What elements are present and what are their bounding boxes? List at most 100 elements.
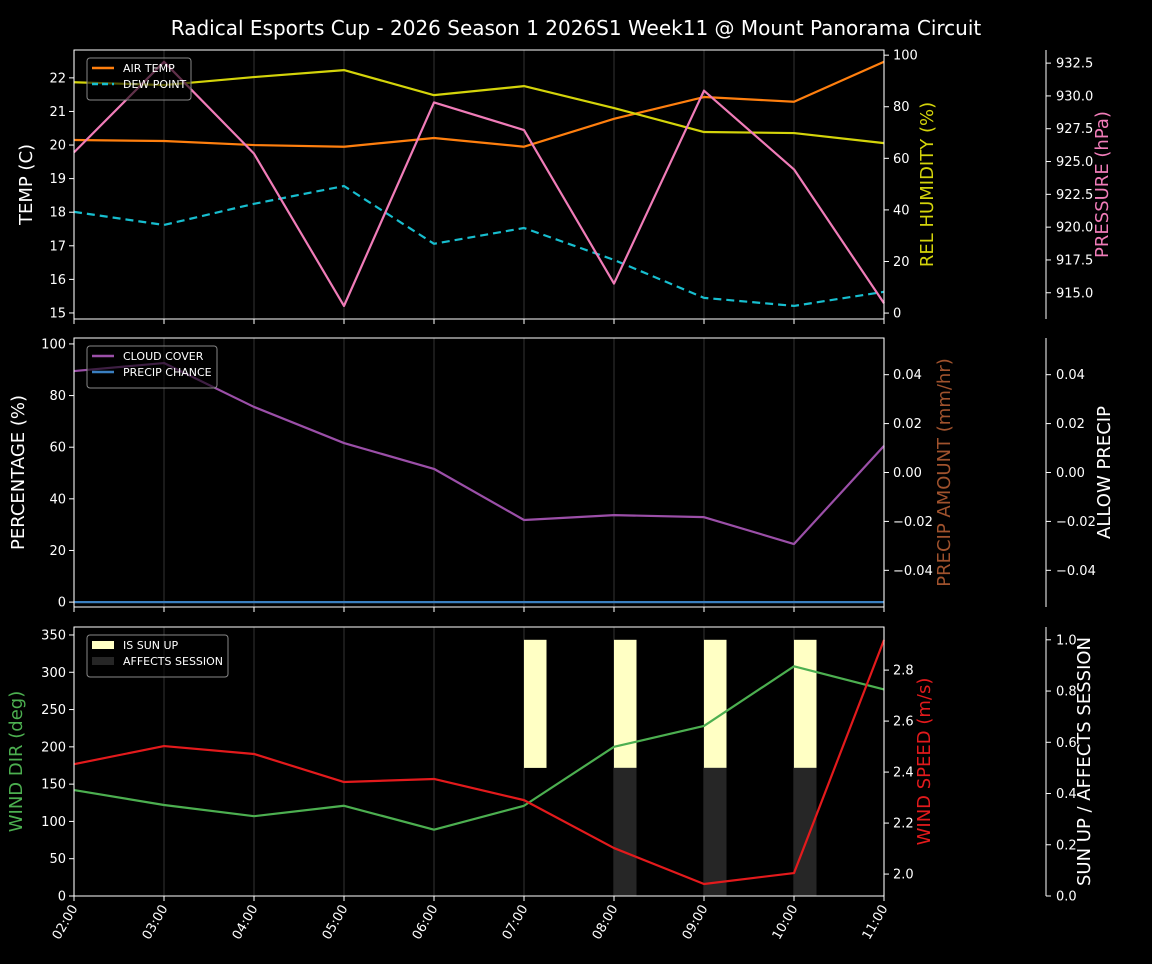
y-tick-label: 15 [49,306,66,321]
y-tick-label: 60 [49,441,66,456]
y-tick-label: 80 [49,389,66,404]
affects-session-bar [614,767,637,896]
y-right2-tick-label: 0.2 [1056,838,1077,853]
y-tick-label: 300 [41,666,66,681]
y-tick-label: 20 [49,139,66,154]
y-right-axis-label: WIND SPEED (m/s) [914,678,935,846]
y-right-axis-label: PRECIP AMOUNT (mm/hr) [934,358,955,587]
y-right-tick-label: 2.4 [893,766,914,781]
legend-label: PRECIP CHANCE [123,366,212,379]
legend-swatch [92,641,114,649]
y-tick-label: 18 [49,206,66,221]
y-right2-tick-label: 0.8 [1056,685,1077,700]
y-right-axis-label: REL HUMIDITY (%) [917,102,938,267]
y-tick-label: 17 [49,239,66,254]
series-line-wind-dir [73,665,885,831]
y-right-tick-label: 0 [893,307,901,322]
y-right-tick-label: 2.0 [893,868,914,883]
y-tick-label: 200 [41,740,66,755]
y-right-tick-label: 80 [893,100,910,115]
panel-3: 0 50 100 150 200 250 300 350 WIND DIR (deg) 2.0 2.… [6,626,1095,943]
affects-session-bar [794,767,817,896]
series-line-air-temp [73,60,885,148]
y-tick-label: 50 [49,852,66,867]
y-right2-axis-label: ALLOW PRECIP [1094,406,1115,539]
y-right2-tick-label: 932.5 [1056,57,1093,72]
legend: AIR TEMP DEW POINT [86,57,192,101]
y-tick-label: 16 [49,273,66,288]
y-right2-tick-label: −0.04 [1056,564,1096,579]
y-right2-axis-label: SUN UP / AFFECTS SESSION [1074,637,1095,886]
y-tick-label: 250 [41,703,66,718]
y-tick-label: 20 [49,544,66,559]
legend-label: IS SUN UP [123,639,179,652]
y-right2-tick-label: 0.00 [1056,466,1085,481]
y-right2-tick-label: 915.0 [1056,286,1093,301]
y-axis-label: PERCENTAGE (%) [8,395,29,550]
x-tick-label: 07:00 [500,903,532,943]
y-right-tick-label: 40 [893,203,910,218]
y-right2-tick-label: 920.0 [1056,221,1093,236]
y-right-tick-label: 100 [893,49,918,64]
plot-area [74,50,884,319]
legend: CLOUD COVER PRECIP CHANCE [86,345,218,389]
plot-frame [73,626,885,897]
y-right-tick-label: 20 [893,255,910,270]
x-tick-label: 05:00 [320,903,352,943]
y-right2-axis-label: PRESSURE (hPa) [1092,111,1113,258]
y-tick-label: 150 [41,778,66,793]
legend-box [86,634,229,678]
series-line-wind-speed [73,639,886,886]
x-tick-label: 06:00 [410,903,442,943]
plot-frame [73,49,885,320]
y-right2-tick-label: 0.02 [1056,417,1085,432]
panel-1: 15 16 17 18 19 20 21 22 TEMP (C) 0 20 40 60 80 100 REL … [16,49,1113,324]
legend-label: CLOUD COVER [123,350,204,363]
y-right2-tick-label: 0.4 [1056,787,1077,802]
sun-up-bar [794,639,817,768]
y-tick-label: 19 [49,172,66,187]
y-right-tick-label: 2.6 [893,715,914,730]
x-tick-label: 11:00 [860,903,892,943]
x-tick-label: 10:00 [770,903,802,943]
y-right2-tick-label: −0.02 [1056,515,1096,530]
y-right2-tick-label: 0.0 [1056,890,1077,905]
y-right-tick-label: 60 [893,152,910,167]
y-tick-label: 0 [58,596,66,611]
y-tick-label: 22 [49,71,66,86]
y-right2-tick-label: 917.5 [1056,253,1093,268]
y-right2-tick-label: 0.6 [1056,736,1077,751]
legend-label: AFFECTS SESSION [123,655,223,668]
x-tick-label: 03:00 [140,903,172,943]
legend: IS SUN UP AFFECTS SESSION [86,634,229,678]
y-tick-label: 0 [58,890,66,905]
y-right2-tick-label: 1.0 [1056,633,1077,648]
y-axis-label: WIND DIR (deg) [6,691,27,833]
legend-label: DEW POINT [123,78,187,91]
y-right2-tick-label: 930.0 [1056,89,1093,104]
y-right-tick-label: −0.02 [893,515,933,530]
chart-title: Radical Esports Cup - 2026 Season 1 2026… [171,16,982,40]
y-right2-tick-label: 0.04 [1056,368,1085,383]
y-tick-label: 100 [41,337,66,352]
y-tick-label: 350 [41,628,66,643]
y-right-tick-label: 2.2 [893,817,914,832]
x-tick-label: 02:00 [50,903,82,943]
y-right-tick-label: −0.04 [893,564,933,579]
panel-2: 0 20 40 60 80 100 PERCENTAGE (%) −0.04 −0.02 0.00… [8,337,1115,612]
series-line-dew-point [73,184,885,308]
y-right2-tick-label: 922.5 [1056,188,1093,203]
sun-up-bar [524,639,547,768]
legend-label: AIR TEMP [123,62,175,75]
y-axis-label: TEMP (C) [16,144,37,226]
y-right-tick-label: 0.00 [893,466,922,481]
x-tick-label: 04:00 [230,903,262,943]
y-right-tick-label: 0.04 [893,368,922,383]
legend-box [86,345,218,389]
affects-session-bar [704,767,727,896]
y-right2-tick-label: 925.0 [1056,155,1093,170]
y-tick-label: 40 [49,492,66,507]
x-tick-label: 08:00 [590,903,622,943]
series-line-humidity [73,69,885,145]
